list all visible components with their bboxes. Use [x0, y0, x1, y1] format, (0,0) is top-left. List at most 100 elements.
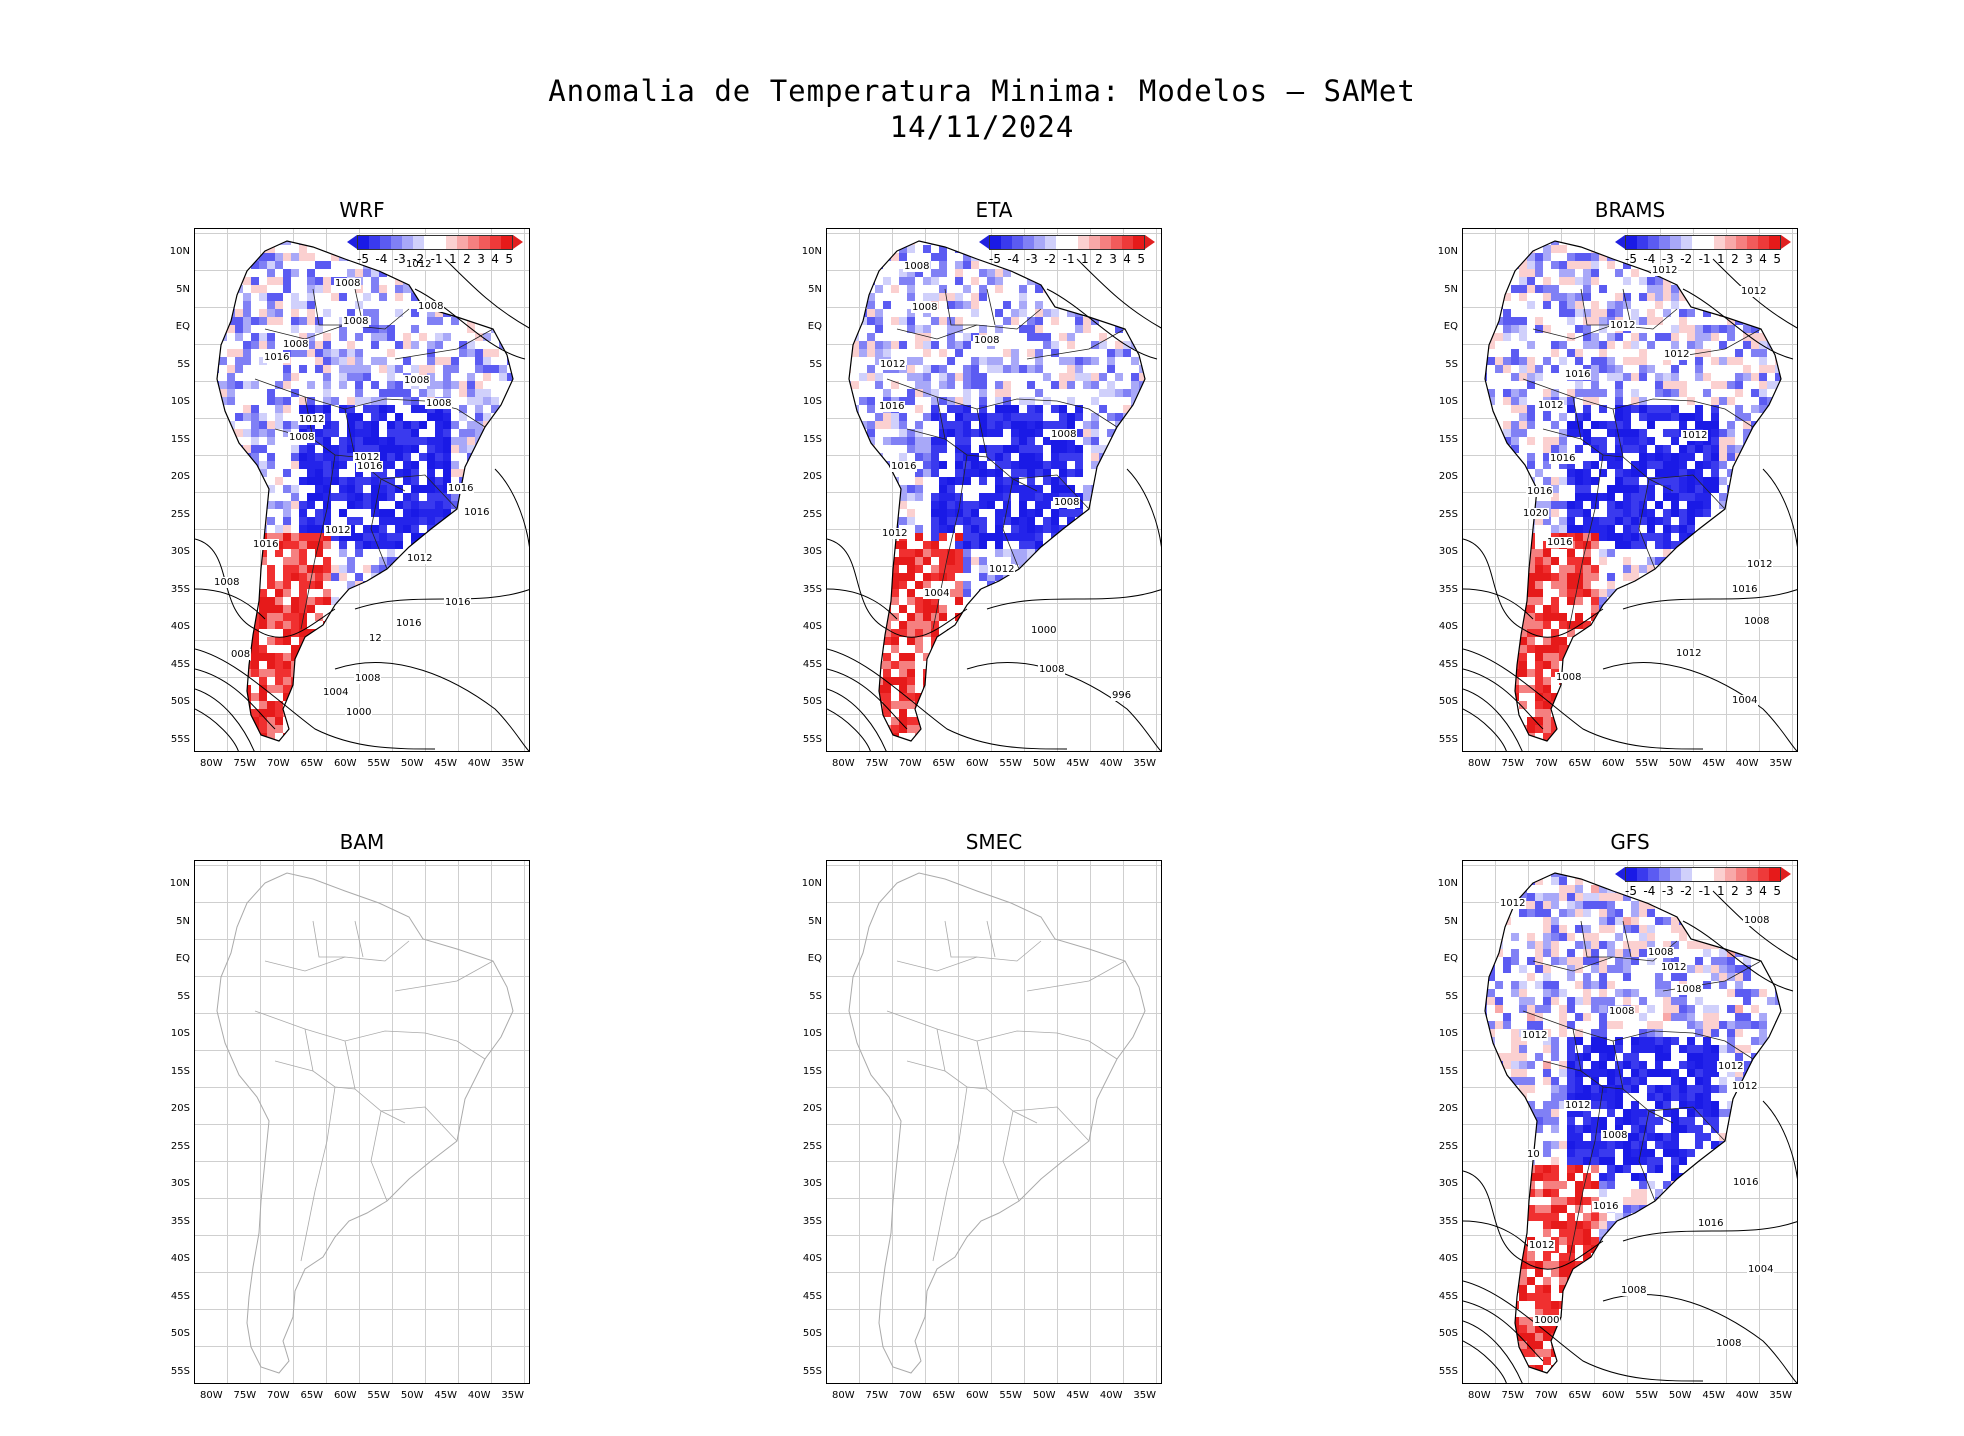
colorbar-arrow-high: [1145, 235, 1155, 249]
lat-tick-label: EQ: [175, 321, 190, 332]
lon-tick-label: 60W: [1601, 1390, 1625, 1401]
country-border: [1568, 454, 1604, 630]
lat-tick-label: 25S: [170, 1140, 190, 1152]
lat-tick-label: 25S: [1438, 1140, 1458, 1152]
lat-tick-label: 5S: [809, 990, 822, 1002]
colorbar-arrow-low: [347, 235, 357, 249]
colorbar-tick-label: 3: [1109, 252, 1117, 266]
colorbar-swatch: [1714, 868, 1725, 881]
lon-tick-label: 75W: [233, 1390, 257, 1401]
lat-tick-label: 55S: [802, 733, 822, 745]
lon-tick-label: 70W: [266, 1390, 290, 1401]
lat-tick-label: 55S: [1438, 1365, 1458, 1377]
lon-tick-label: 80W: [200, 758, 223, 769]
lat-tick-label: EQ: [807, 953, 822, 964]
isobar-label: 1008: [1555, 672, 1583, 683]
colorbar-swatch: [1747, 868, 1758, 881]
lat-tick-label: 10S: [1438, 396, 1458, 407]
lat-tick-label: EQ: [807, 321, 822, 332]
country-border: [1542, 428, 1582, 440]
colorbar-arrow-high: [1781, 235, 1791, 249]
colorbar-tick-label: 3: [1745, 252, 1753, 266]
colorbar-tick-label: -4: [1643, 884, 1656, 898]
lon-tick-label: 80W: [832, 1390, 855, 1401]
lat-tick-label: 15S: [1438, 1065, 1458, 1077]
isobar-label: 1016: [1697, 1218, 1725, 1229]
isobar-label: 1016: [395, 618, 423, 629]
colorbar-tick-label: 4: [1123, 252, 1131, 266]
colorbar-arrow-low: [1615, 235, 1625, 249]
isobar-line: [1463, 1300, 1544, 1362]
isobar-line: [1682, 288, 1794, 360]
colorbar-swatch: [1089, 236, 1100, 249]
colorbar-swatch: [1758, 868, 1769, 881]
country-border: [1002, 1110, 1020, 1202]
isobar-label: 1012: [1660, 962, 1688, 973]
lat-tick-label: 55S: [802, 1365, 822, 1377]
colorbar-swatch: [1012, 236, 1023, 249]
isobar-label: 1016: [263, 352, 291, 363]
isobar-label: 1000: [1030, 625, 1058, 636]
lat-tick-label: 25S: [1438, 508, 1458, 520]
colorbar-swatch: [501, 236, 512, 249]
lat-tick-label: 10N: [1437, 246, 1458, 257]
isobar-line: [414, 288, 526, 360]
colorbar-tick-label: -3: [1661, 884, 1674, 898]
lat-tick-label: 40S: [1438, 1253, 1458, 1264]
country-border: [1056, 1032, 1118, 1060]
lon-tick-label: 45W: [434, 758, 458, 769]
colorbar-swatch: [1681, 868, 1692, 881]
country-border: [1026, 960, 1126, 992]
country-border: [304, 1028, 356, 1090]
lat-tick-label: 30S: [802, 546, 822, 557]
isobar-label: 1008: [1647, 947, 1675, 958]
lat-tick-label: 40S: [802, 621, 822, 632]
isobar-label: 008: [230, 649, 252, 660]
isobar-label: 1008: [342, 316, 370, 327]
isobar-line: [1463, 1340, 1507, 1383]
isobar-label: 1008: [1620, 1285, 1648, 1296]
colorbar-tick-label: -5: [357, 252, 369, 266]
colorbar-tick-label: -3: [1025, 252, 1038, 266]
isobar-label: 1008: [911, 302, 939, 313]
colorbar-swatch: [1122, 236, 1133, 249]
isobar-label: 1016: [890, 461, 918, 472]
colorbar-swatch: [990, 236, 1001, 249]
lon-tick-label: 40W: [1735, 758, 1759, 769]
isobar-label: 1016: [1564, 369, 1592, 380]
colorbar-swatch: [1045, 236, 1056, 249]
isobar-line: [1463, 648, 1704, 750]
isobar-label: 1012: [879, 359, 907, 370]
lat-tick-label: 35S: [802, 1215, 822, 1227]
colorbar-tick-label: -5: [1625, 252, 1637, 266]
colorbar-tick-label: 1: [1081, 252, 1089, 266]
country-border: [1648, 474, 1726, 510]
lat-tick-label: 5N: [808, 915, 822, 927]
lat-tick-label: 5N: [1444, 915, 1458, 927]
isobar-line: [1622, 589, 1797, 610]
country-border: [1622, 288, 1632, 326]
country-border: [394, 960, 494, 992]
country-border: [1572, 1028, 1624, 1090]
isobar-label: 1008: [1053, 497, 1081, 508]
panel-title-gfs: GFS: [1610, 830, 1650, 854]
isobar-line: [1076, 258, 1161, 329]
lat-tick-label: 40S: [802, 1253, 822, 1264]
colorbar-swatch: [380, 236, 391, 249]
isobar-line: [1463, 1320, 1523, 1383]
lat-tick-label: 5N: [176, 283, 190, 295]
lat-tick-label: 35S: [802, 583, 822, 595]
lat-tick-label: 50S: [170, 1328, 190, 1339]
country-border: [1648, 1106, 1726, 1142]
colorbar-swatch: [457, 236, 468, 249]
lon-axis: 80W 75W 70W 65W 60W 55W 50W 45W 40W 35W: [826, 1390, 1162, 1401]
country-border: [936, 396, 988, 458]
isobar-label: 1004: [1747, 1264, 1775, 1275]
isobar-label: 1012: [881, 528, 909, 539]
country-border: [1012, 1106, 1090, 1142]
isobar-line: [354, 589, 529, 610]
country-border: [986, 920, 996, 958]
lat-tick-label: 10N: [169, 246, 190, 257]
map-canvas: [216, 872, 514, 1374]
colorbar-swatch: [1692, 868, 1703, 881]
